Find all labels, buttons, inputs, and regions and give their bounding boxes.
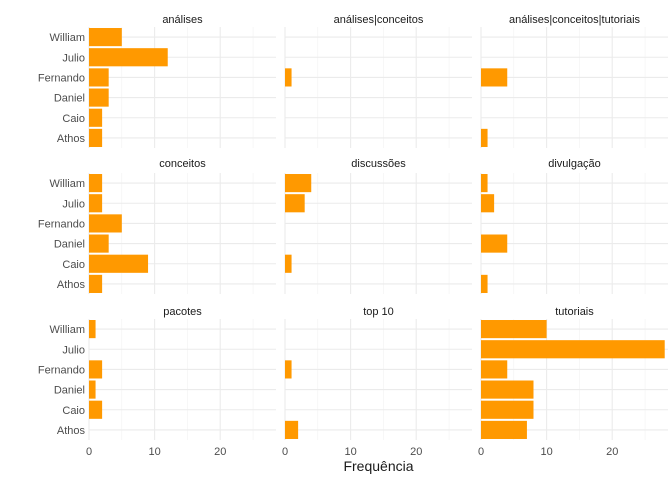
y-tick-label: Athos [57, 133, 86, 145]
bar-athos [89, 128, 103, 147]
panel-title: divulgação [548, 158, 601, 170]
bar-julio [89, 194, 103, 213]
y-tick-label: William [50, 324, 85, 336]
panel-title: top 10 [363, 306, 394, 318]
y-tick-label: Athos [57, 425, 86, 437]
panel-title: discussões [351, 158, 406, 170]
panel-title: tutoriais [555, 306, 594, 318]
x-tick-label: 10 [344, 446, 356, 458]
panel-title: análises [162, 14, 203, 26]
bar-athos [89, 274, 103, 293]
y-tick-label: Fernando [38, 364, 85, 376]
panel-title: pacotes [163, 306, 202, 318]
y-tick-label: William [50, 178, 85, 190]
bar-caio [481, 400, 534, 419]
x-tick-label: 20 [410, 446, 422, 458]
bar-fernando [481, 360, 508, 379]
y-tick-label: Daniel [54, 239, 85, 251]
y-tick-label: Daniel [54, 385, 85, 397]
bar-julio [481, 194, 495, 213]
y-tick-label: Fernando [38, 72, 85, 84]
bar-william [285, 174, 312, 193]
y-tick-label: Athos [57, 279, 86, 291]
bar-fernando [285, 360, 292, 379]
bar-caio [89, 254, 149, 273]
bar-julio [285, 194, 305, 213]
y-tick-label: Julio [62, 344, 85, 356]
panel-title: conceitos [159, 158, 206, 170]
bar-fernando [481, 68, 508, 87]
bar-caio [285, 254, 292, 273]
bar-athos [481, 274, 488, 293]
bar-caio [89, 400, 103, 419]
bar-william [89, 28, 122, 47]
y-tick-label: William [50, 32, 85, 44]
y-tick-label: Julio [62, 198, 85, 210]
bar-julio [481, 340, 665, 359]
bar-fernando [89, 214, 122, 233]
x-tick-label: 0 [86, 446, 92, 458]
bar-caio [89, 108, 103, 127]
bar-daniel [89, 88, 109, 107]
x-tick-label: 20 [606, 446, 618, 458]
panel-title: análises|conceitos|tutoriais [509, 14, 641, 26]
x-tick-label: 20 [214, 446, 226, 458]
bar-daniel [89, 380, 96, 399]
panel-title: análises|conceitos [334, 14, 424, 26]
bar-julio [89, 48, 168, 67]
y-tick-label: Caio [62, 259, 85, 271]
y-tick-label: Julio [62, 52, 85, 64]
bar-william [89, 174, 103, 193]
bar-fernando [285, 68, 292, 87]
bar-daniel [481, 234, 508, 253]
x-axis-title: Frequência [343, 458, 413, 474]
bar-william [481, 174, 488, 193]
x-tick-label: 10 [148, 446, 160, 458]
x-tick-label: 0 [478, 446, 484, 458]
y-tick-label: Caio [62, 113, 85, 125]
x-tick-label: 0 [282, 446, 288, 458]
bar-fernando [89, 360, 103, 379]
y-tick-label: Daniel [54, 93, 85, 105]
bar-athos [285, 420, 299, 439]
bar-athos [481, 420, 527, 439]
y-tick-label: Fernando [38, 218, 85, 230]
bar-william [89, 320, 96, 339]
bar-william [481, 320, 547, 339]
x-tick-label: 10 [540, 446, 552, 458]
bar-fernando [89, 68, 109, 87]
bar-athos [481, 128, 488, 147]
y-tick-label: Caio [62, 405, 85, 417]
bar-daniel [89, 234, 109, 253]
bar-daniel [481, 380, 534, 399]
